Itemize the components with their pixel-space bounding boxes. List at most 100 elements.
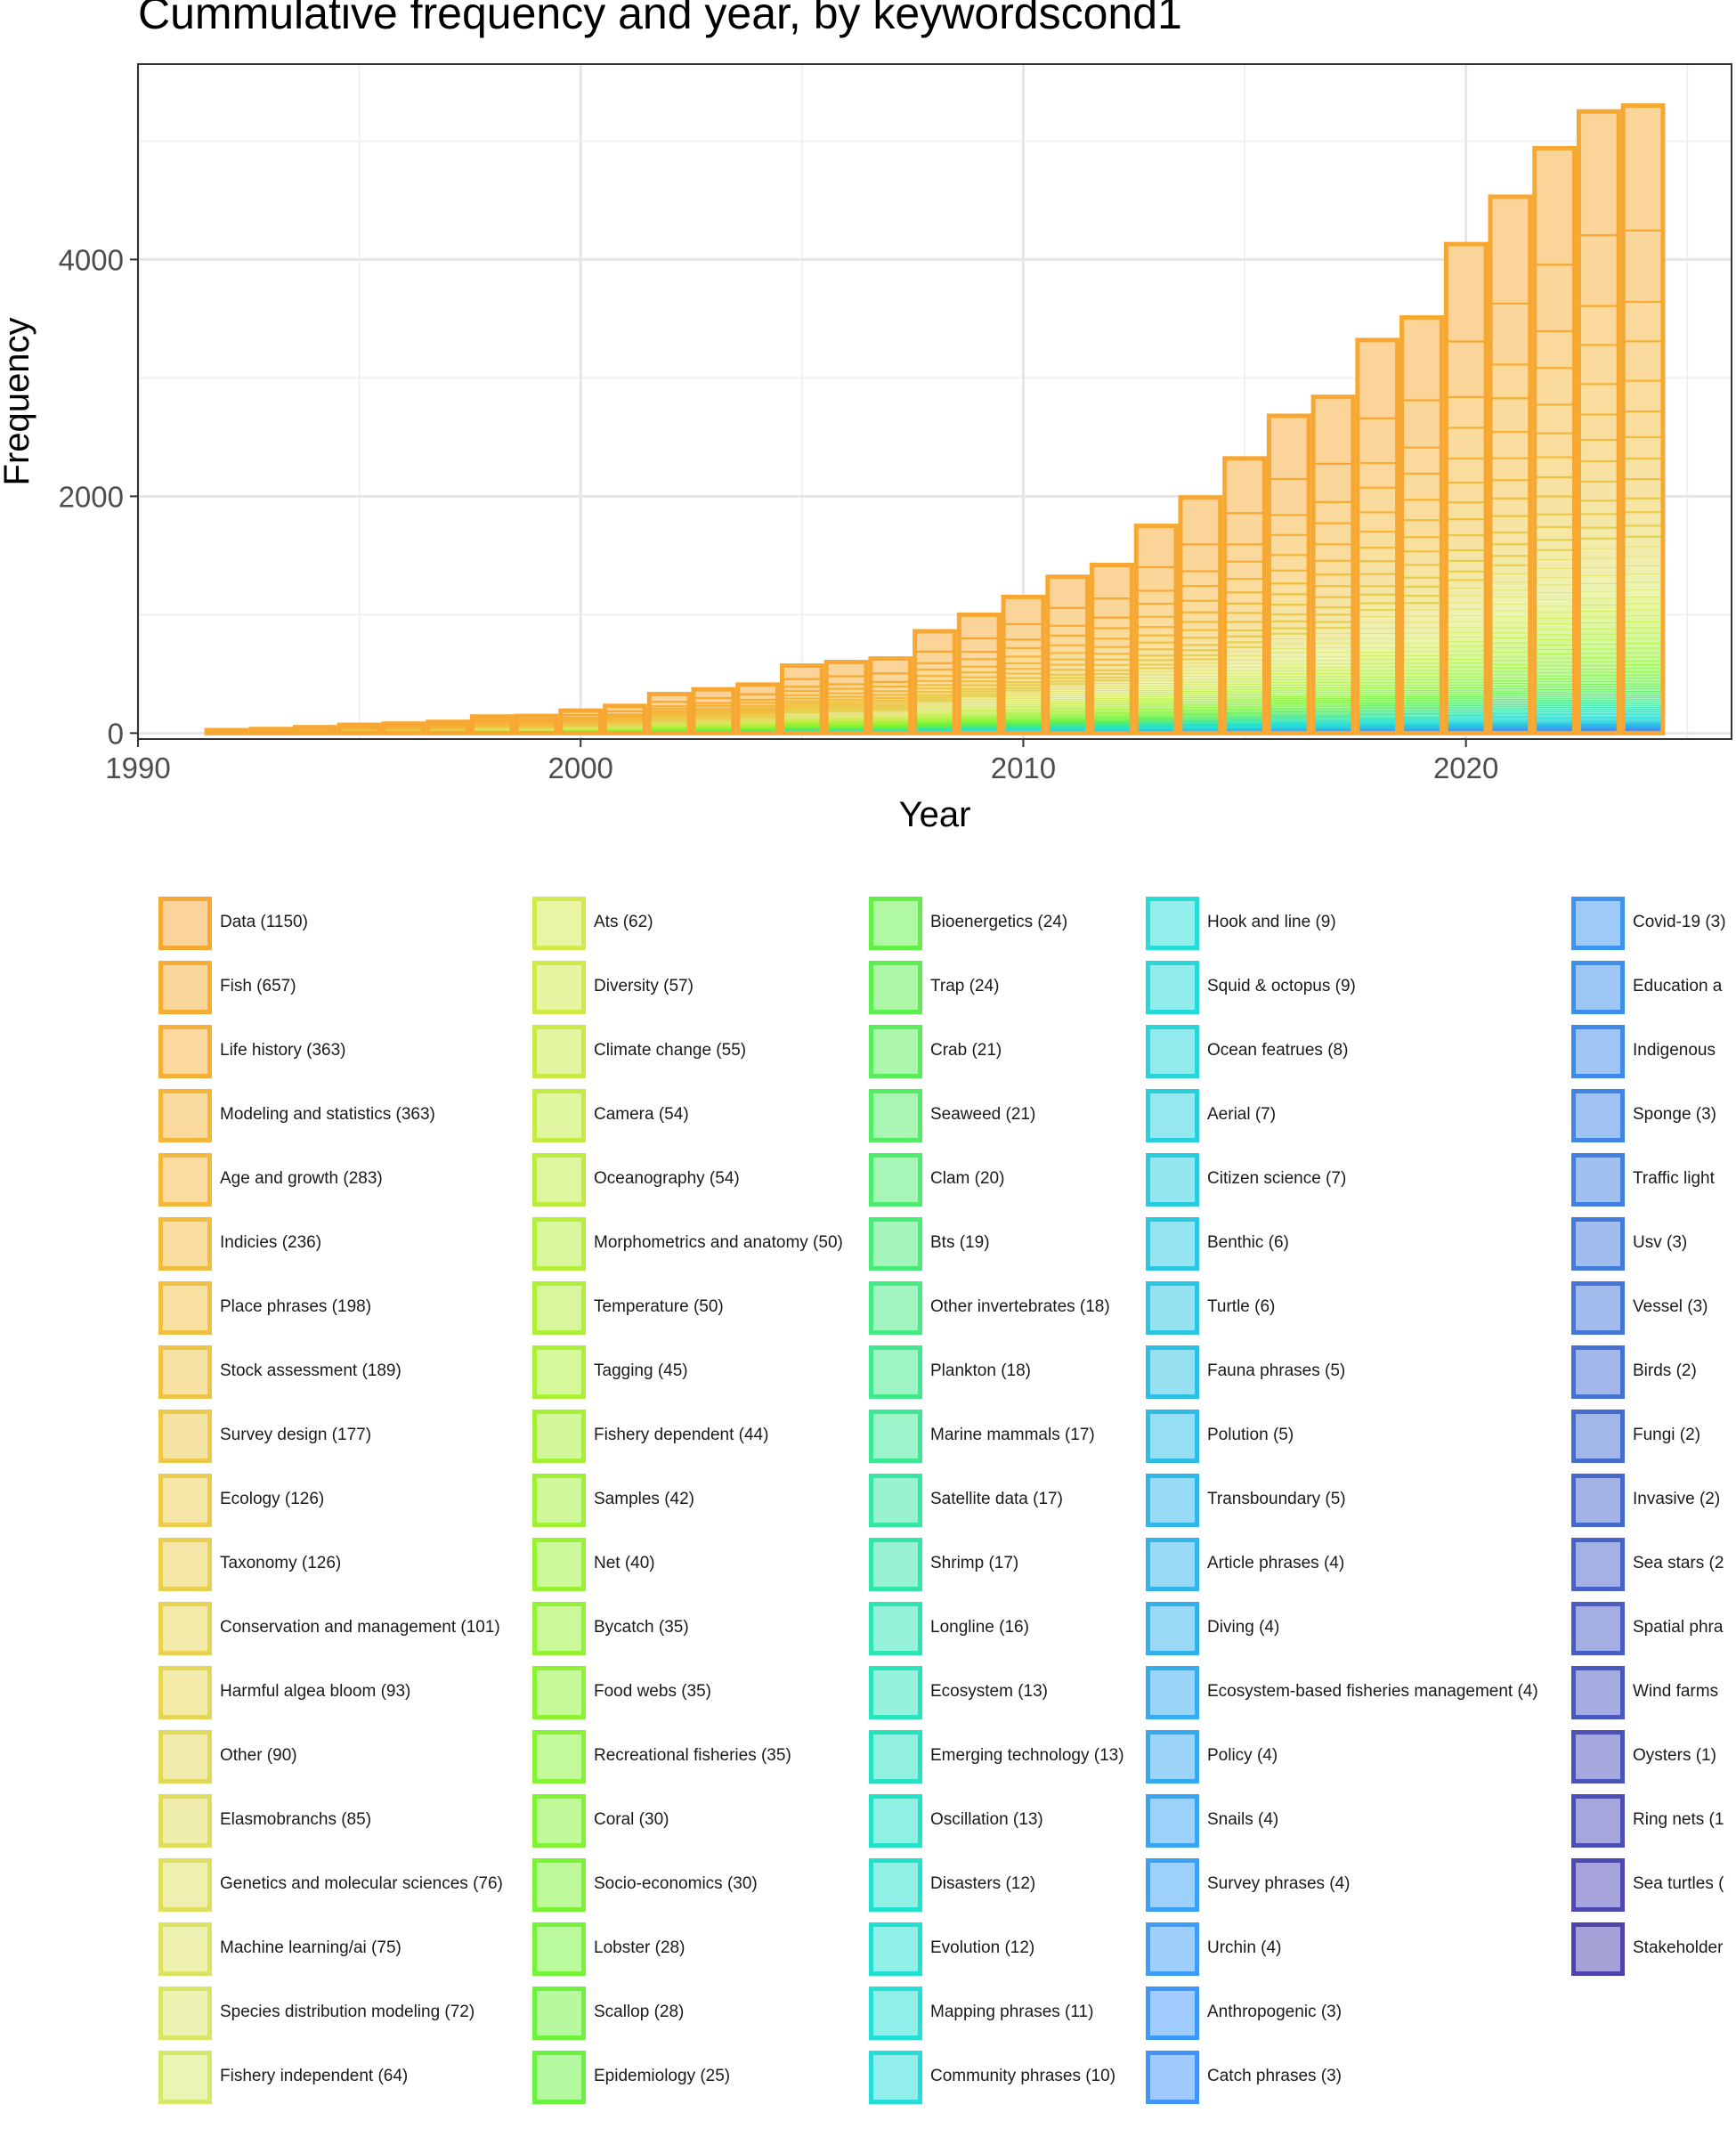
legend-label: Bioenergetics (24): [930, 913, 1068, 931]
legend-key: [1571, 1538, 1625, 1591]
legend-key: [869, 1602, 922, 1655]
legend-key: [158, 1730, 212, 1784]
legend-key: [1146, 1153, 1199, 1207]
legend-key: [869, 1153, 922, 1207]
legend-key: [532, 1217, 586, 1271]
legend-label: Modeling and statistics (363): [220, 1105, 435, 1124]
legend-label: Ocean featrues (8): [1207, 1041, 1349, 1060]
legend-key: [532, 2051, 586, 2104]
legend-label: Other invertebrates (18): [930, 1297, 1110, 1316]
legend-key: [1146, 1922, 1199, 1976]
legend-key: [1571, 1730, 1625, 1784]
legend-key: [1146, 1410, 1199, 1463]
legend-key: [1571, 1345, 1625, 1399]
legend-key: [532, 1410, 586, 1463]
legend-key: [158, 1666, 212, 1719]
legend-label: Fauna phrases (5): [1207, 1361, 1346, 1380]
legend-label: Usv (3): [1633, 1233, 1688, 1252]
legend-label: Climate change (55): [594, 1041, 747, 1060]
legend-label: Oscillation (13): [930, 1810, 1043, 1829]
legend-label: Sea stars (2: [1633, 1554, 1724, 1572]
bar-year-1996: [381, 721, 426, 735]
legend-label: Traffic light: [1633, 1169, 1715, 1188]
legend-label: Polution (5): [1207, 1426, 1294, 1444]
legend-label: Oysters (1): [1633, 1746, 1716, 1765]
legend-key: [158, 1794, 212, 1848]
legend-label: Coral (30): [594, 1810, 669, 1829]
legend-key: [1146, 1794, 1199, 1848]
legend-key: [158, 1410, 212, 1463]
legend-key: [869, 1922, 922, 1976]
legend-key: [1146, 1217, 1199, 1271]
bar-year-2002: [646, 691, 692, 735]
legend-label: Catch phrases (3): [1207, 2067, 1343, 2085]
legend-label: Epidemiology (25): [594, 2067, 731, 2085]
legend-label: Evolution (12): [930, 1938, 1035, 1957]
legend-label: Bycatch (35): [594, 1618, 689, 1637]
legend-key: [532, 1089, 586, 1142]
legend-label: Elasmobranchs (85): [220, 1810, 372, 1829]
legend-label: Harmful algea bloom (93): [220, 1682, 411, 1701]
legend-key: [1146, 1538, 1199, 1591]
legend-key: [1146, 1730, 1199, 1784]
legend-key: [532, 1922, 586, 1976]
legend-key: [532, 1794, 586, 1848]
legend-label: Life history (363): [220, 1041, 346, 1060]
legend-label: Turtle (6): [1207, 1297, 1276, 1316]
legend-label: Longline (16): [930, 1618, 1029, 1637]
legend-label: Other (90): [220, 1746, 297, 1765]
legend-label: Scallop (28): [594, 2003, 685, 2021]
legend-label: Diversity (57): [594, 977, 694, 995]
bar-year-1992: [204, 727, 249, 735]
legend-label: Temperature (50): [594, 1297, 724, 1316]
bar-outline: [426, 719, 470, 735]
legend-label: Machine learning/ai (75): [220, 1938, 402, 1957]
legend-label: Fishery dependent (44): [594, 1426, 769, 1444]
legend-key: [1571, 1858, 1625, 1912]
legend-key: [869, 1025, 922, 1078]
legend-key: [158, 1474, 212, 1527]
bar-outline: [381, 721, 426, 735]
legend-key: [532, 1858, 586, 1912]
legend-label: Benthic (6): [1207, 1233, 1289, 1252]
bar-outline: [204, 727, 249, 735]
legend-label: Net (40): [594, 1554, 655, 1572]
legend-key: [158, 1987, 212, 2040]
legend-key: [1146, 961, 1199, 1014]
legend-label: Snails (4): [1207, 1810, 1279, 1829]
legend-key: [1571, 897, 1625, 950]
legend-key: [869, 1730, 922, 1784]
legend-key: [158, 2051, 212, 2104]
legend-key: [1571, 1602, 1625, 1655]
legend-label: Trap (24): [930, 977, 1000, 995]
legend-key: [158, 1858, 212, 1912]
legend-key: [532, 1474, 586, 1527]
legend-label: Citizen science (7): [1207, 1169, 1347, 1188]
bar-year-1998: [469, 714, 515, 735]
legend-label: Clam (20): [930, 1169, 1005, 1188]
legend-key: [158, 1602, 212, 1655]
legend-label: Covid-19 (3): [1633, 913, 1726, 931]
legend-key: [1571, 1025, 1625, 1078]
legend-label: Hook and line (9): [1207, 913, 1336, 931]
legend-key: [158, 961, 212, 1014]
legend-key: [869, 1410, 922, 1463]
legend-key: [158, 1025, 212, 1078]
legend-label: Camera (54): [594, 1105, 689, 1124]
legend-label: Survey phrases (4): [1207, 1874, 1351, 1893]
legend-key: [869, 1089, 922, 1142]
legend-key: [532, 1281, 586, 1335]
legend-label: Stock assessment (189): [220, 1361, 402, 1380]
legend-label: Transboundary (5): [1207, 1490, 1346, 1508]
legend-key: [1571, 1410, 1625, 1463]
bar-outline: [337, 722, 382, 735]
bar-outline: [514, 713, 559, 735]
legend-label: Place phrases (198): [220, 1297, 372, 1316]
chart-title: Cummulative frequency and year, by keywo…: [138, 0, 1182, 38]
legend-label: Shrimp (17): [930, 1554, 1019, 1572]
bar-outline: [603, 703, 647, 735]
legend-label: Vessel (3): [1633, 1297, 1708, 1316]
legend-label: Socio-economics (30): [594, 1874, 758, 1893]
